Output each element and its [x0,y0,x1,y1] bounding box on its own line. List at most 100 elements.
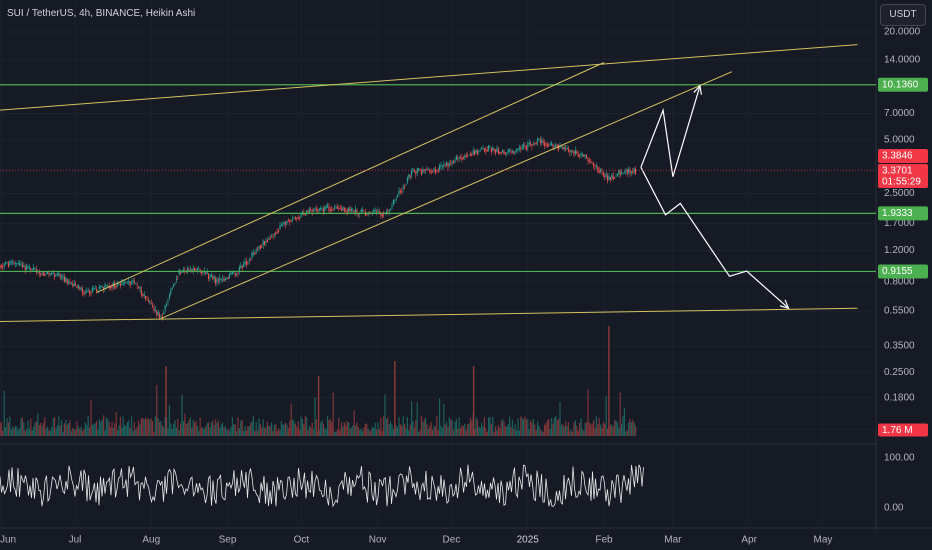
currency-button[interactable]: USDT [880,4,926,26]
volume-bar [555,416,557,436]
volume-bar [430,422,432,436]
candle-body [401,190,403,192]
volume-bar [2,430,4,436]
volume-bar [6,418,8,436]
candle-body [286,220,288,224]
candle-body [132,279,134,283]
candle-body [24,266,26,271]
candle-body [595,166,597,168]
candle-body [17,263,19,265]
volume-bar [181,394,183,436]
candle-body [580,153,582,156]
volume-bar [500,420,502,436]
candle-body [608,176,610,181]
volume-bar [616,422,618,436]
volume-bar [314,397,316,436]
candle-body [632,171,634,173]
volume-bar [404,423,406,436]
time-tick-label: May [814,535,833,546]
candle-body [534,143,536,145]
volume-bar [159,422,161,436]
volume-bar [150,418,152,436]
candle-body [423,169,425,171]
volume-bar [13,428,15,436]
candle-body [16,263,18,265]
candle-body [320,208,322,210]
candle-body [223,278,225,282]
candle-body [548,145,550,147]
volume-bar [51,426,53,436]
candle-body [541,139,543,143]
volume-bar [167,428,169,436]
candle-body [37,271,39,273]
candle-body [493,148,495,151]
volume-bar [551,418,553,436]
candle-body [111,286,113,288]
candle-body [315,209,317,211]
candle-body [126,282,128,284]
candle-body [625,168,627,172]
volume-bar [66,424,68,436]
volume-bar [140,418,142,436]
candle-body [597,167,599,172]
volume-bar [315,418,317,436]
candle-body [590,160,592,163]
volume-bar [405,428,407,436]
candle-body [447,162,449,168]
candle-body [293,217,295,219]
candle-body [65,277,67,282]
volume-bar [164,416,166,436]
volume-bar [194,422,196,436]
candle-body [241,266,243,269]
volume-bar [142,417,144,436]
volume-bar [486,431,488,436]
volume-bar [531,422,533,436]
volume-bar [48,430,50,436]
volume-bar [129,427,131,436]
volume-bar [301,419,303,436]
candle-body [271,236,273,238]
candle-body [159,314,161,319]
candle-body [527,143,529,148]
volume-spike [472,366,475,436]
volume-bar [297,421,299,436]
volume-bar [108,421,110,436]
volume-bar [429,425,431,436]
candle-body [45,274,47,276]
volume-bar [73,429,75,436]
candle-body [5,262,7,264]
candle-body [273,233,275,235]
volume-bar [16,426,18,436]
volume-bar [420,416,422,436]
candle-body [373,209,375,213]
volume-bar [178,430,180,436]
candle-body [570,149,572,152]
volume-bar [621,424,623,436]
candle-body [308,208,310,213]
candle-body [397,194,399,198]
candle-body [511,151,513,153]
candle-body [591,162,593,164]
volume-bar [118,425,120,436]
volume-bar [266,421,268,436]
volume-bar [230,427,232,436]
candle-body [73,283,75,286]
volume-bar [304,416,306,436]
candle-body [374,210,376,212]
volume-bar [577,430,579,436]
volume-bar [567,422,569,436]
volume-bar [219,427,221,436]
candle-body [58,272,60,276]
volume-bar [409,424,411,436]
candle-body [362,209,364,212]
volume-bar [387,417,389,436]
volume-bar [458,416,460,436]
volume-bar [439,398,441,436]
volume-bar [346,421,348,436]
candle-body [124,282,126,284]
candle-body [6,262,8,264]
volume-bar [471,420,473,436]
price-tick-label: 1.7000 [884,218,915,229]
volume-bar [296,427,298,436]
